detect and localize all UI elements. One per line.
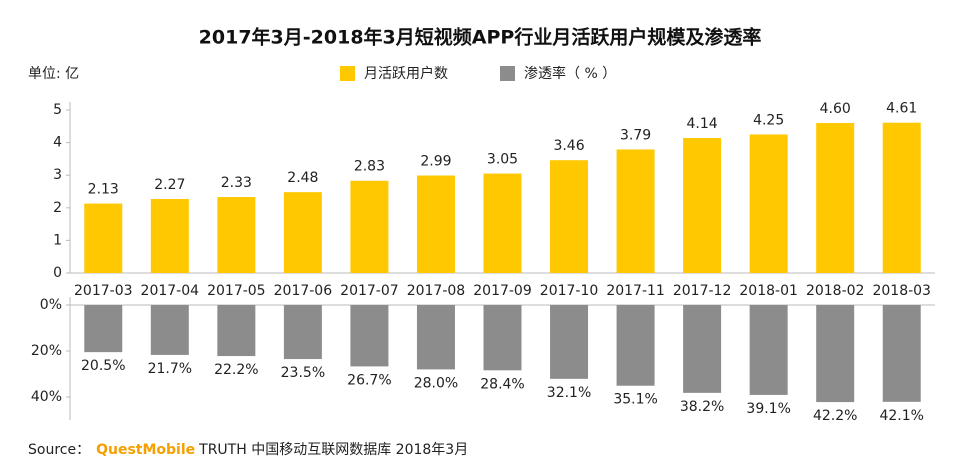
bar xyxy=(550,305,589,379)
bar xyxy=(816,305,855,403)
bar xyxy=(550,160,589,273)
y-tick-label: 3 xyxy=(53,167,62,183)
y-tick-label: 0% xyxy=(40,297,62,313)
x-tick-label: 2017-11 xyxy=(606,283,665,299)
bar xyxy=(749,305,788,395)
bar xyxy=(283,305,322,360)
y-tick-label: 5 xyxy=(53,102,62,118)
y-tick-label: 1 xyxy=(53,232,62,248)
bar xyxy=(882,122,921,274)
bar xyxy=(217,197,256,273)
data-label: 42.2% xyxy=(813,408,857,424)
unit-label: 单位: 亿 xyxy=(28,66,79,82)
data-label: 42.1% xyxy=(879,408,923,424)
data-label: 21.7% xyxy=(148,361,192,377)
bar xyxy=(683,138,722,273)
x-tick-label: 2017-10 xyxy=(540,283,599,299)
data-label: 2.83 xyxy=(354,159,385,175)
legend-swatch xyxy=(340,66,355,81)
chart-title: 2017年3月-2018年3月短视频APP行业月活跃用户规模及渗透率 xyxy=(199,26,762,49)
data-label: 2.27 xyxy=(154,177,185,193)
data-label: 35.1% xyxy=(613,392,657,408)
bar xyxy=(150,198,189,273)
legend-swatch xyxy=(500,66,515,81)
source: Source： QuestMobile TRUTH 中国移动互联网数据库 2018年… xyxy=(28,442,468,458)
y-tick-label: 4 xyxy=(53,135,62,151)
bar xyxy=(416,175,455,273)
data-label: 22.2% xyxy=(214,362,258,378)
x-tick-label: 2017-06 xyxy=(274,283,333,299)
data-label: 3.79 xyxy=(620,127,651,143)
bar xyxy=(350,305,389,367)
bar xyxy=(217,305,256,357)
legend-label: 月活跃用户数 xyxy=(364,65,448,82)
x-tick-label: 2018-03 xyxy=(872,283,931,299)
source-brand: QuestMobile xyxy=(96,442,195,458)
data-label: 20.5% xyxy=(81,358,125,374)
data-label: 2.99 xyxy=(420,154,451,170)
data-label: 32.1% xyxy=(547,385,591,401)
data-label: 2.13 xyxy=(88,182,119,198)
source-text: TRUTH 中国移动互联网数据库 2018年3月 xyxy=(198,442,468,458)
x-tick-label: 2017-12 xyxy=(673,283,732,299)
data-label: 23.5% xyxy=(281,365,325,381)
bar xyxy=(483,305,522,371)
data-label: 39.1% xyxy=(746,401,790,417)
bar xyxy=(84,203,123,273)
bar xyxy=(416,305,455,370)
bar xyxy=(816,123,855,273)
y-tick-label: 0 xyxy=(53,265,62,281)
bar xyxy=(483,173,522,273)
x-tick-label: 2017-04 xyxy=(141,283,200,299)
source-label: Source： xyxy=(28,442,90,458)
data-label: 4.60 xyxy=(820,101,851,117)
x-tick-label: 2018-01 xyxy=(739,283,798,299)
y-tick-label: 40% xyxy=(31,389,62,405)
x-tick-label: 2017-05 xyxy=(207,283,266,299)
x-tick-label: 2017-08 xyxy=(407,283,466,299)
x-tick-label: 2017-03 xyxy=(74,283,133,299)
data-label: 2.33 xyxy=(221,175,252,191)
data-label: 28.0% xyxy=(414,375,458,391)
bar xyxy=(84,305,123,353)
y-tick-label: 2 xyxy=(53,200,62,216)
bar xyxy=(882,305,921,402)
data-label: 4.61 xyxy=(886,101,917,117)
data-label: 3.46 xyxy=(553,138,584,154)
bar xyxy=(749,134,788,273)
bar xyxy=(683,305,722,393)
x-tick-label: 2017-09 xyxy=(473,283,532,299)
data-label: 4.25 xyxy=(753,112,784,128)
bar xyxy=(350,180,389,273)
data-label: 3.05 xyxy=(487,152,518,168)
data-label: 2.48 xyxy=(287,170,318,186)
y-tick-label: 20% xyxy=(31,343,62,359)
bar xyxy=(150,305,189,355)
data-label: 4.14 xyxy=(687,116,718,132)
legend-label: 渗透率（ % ） xyxy=(524,65,616,82)
data-label: 38.2% xyxy=(680,399,724,415)
bar xyxy=(616,149,655,273)
bar xyxy=(283,192,322,273)
x-tick-label: 2018-02 xyxy=(806,283,865,299)
bar xyxy=(616,305,655,386)
data-label: 28.4% xyxy=(480,376,524,392)
data-label: 26.7% xyxy=(347,372,391,388)
x-tick-label: 2017-07 xyxy=(340,283,399,299)
